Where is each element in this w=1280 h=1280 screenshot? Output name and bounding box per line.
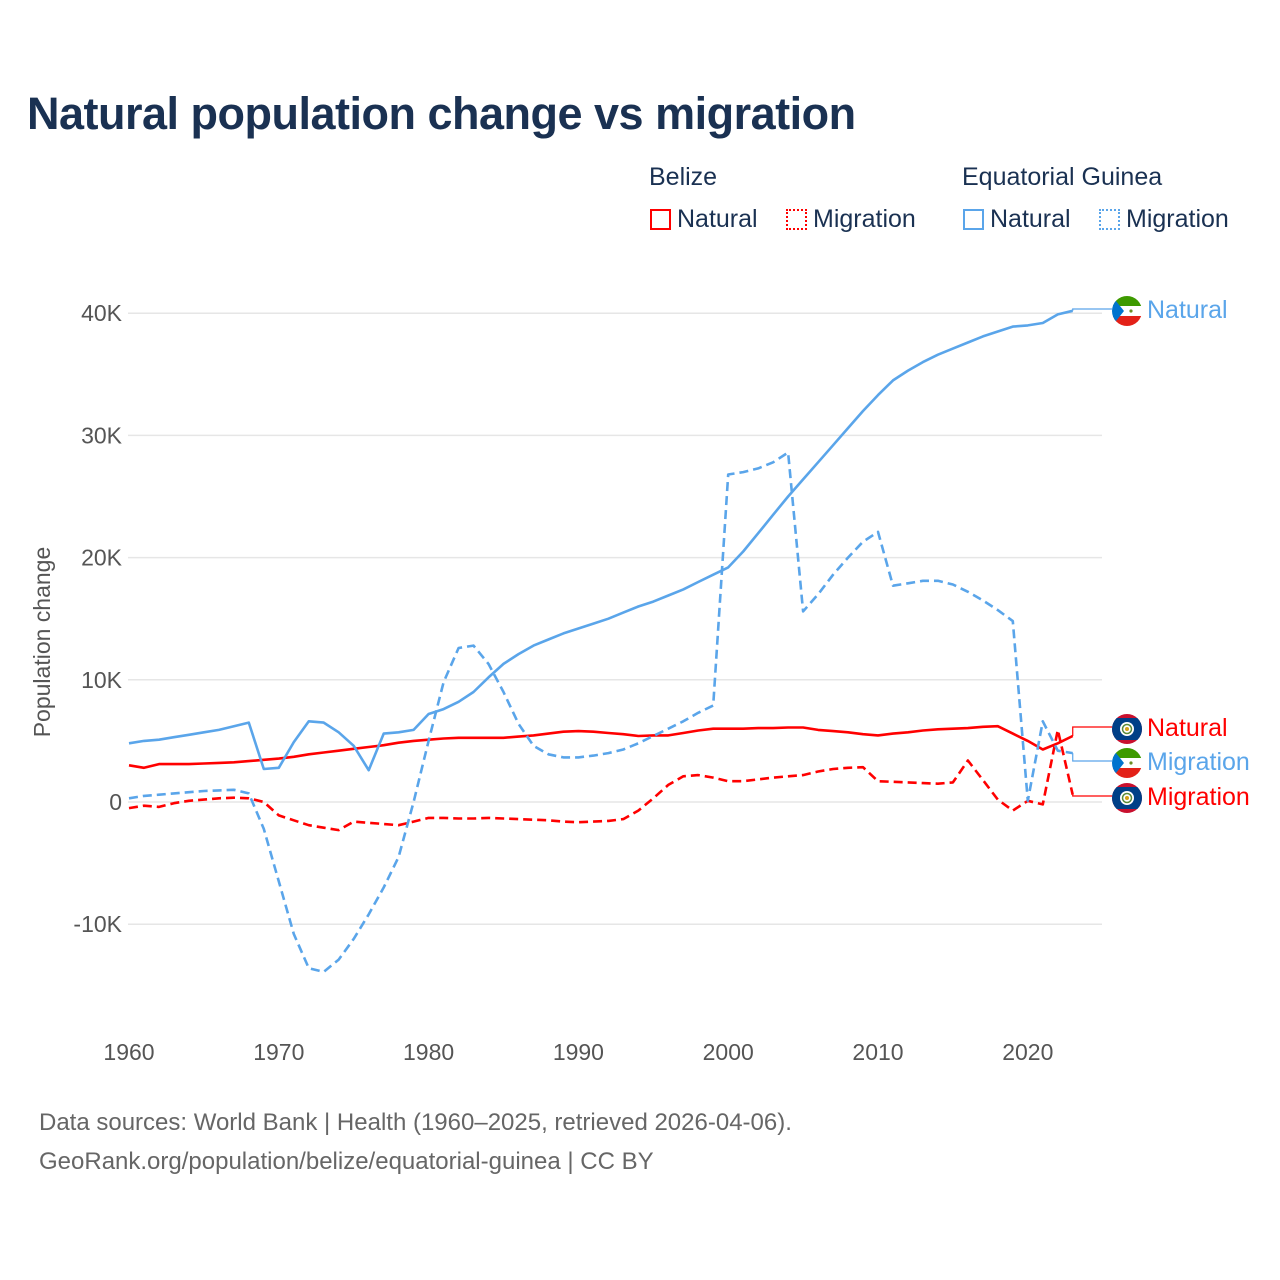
legend-item-belize-natural[interactable]: Natural bbox=[650, 205, 758, 234]
x-tick-label: 1980 bbox=[403, 1039, 454, 1065]
x-tick-label: 2010 bbox=[852, 1039, 903, 1065]
legend-item-eq-guinea-natural[interactable]: Natural bbox=[963, 205, 1071, 234]
x-tick-label: 1960 bbox=[103, 1039, 154, 1065]
end-label: Natural bbox=[1147, 714, 1228, 742]
legend-swatch-solid bbox=[963, 209, 984, 230]
label-connector bbox=[1072, 794, 1112, 797]
legend-label: Migration bbox=[813, 205, 916, 233]
end-label: Migration bbox=[1147, 748, 1250, 776]
eq-guinea-flag-icon bbox=[1112, 296, 1142, 326]
y-tick-label: 0 bbox=[109, 789, 122, 815]
legend-item-eq-guinea-migration[interactable]: Migration bbox=[1099, 205, 1229, 234]
belize-flag-icon bbox=[1112, 783, 1142, 813]
x-tick-label: 2000 bbox=[703, 1039, 754, 1065]
x-tick-label: 1990 bbox=[553, 1039, 604, 1065]
y-tick-label: 40K bbox=[81, 300, 123, 326]
belize-flag-icon bbox=[1112, 714, 1142, 744]
eq-guinea-flag-icon bbox=[1112, 748, 1142, 778]
legend-group-equatorial-guinea: Equatorial Guinea bbox=[962, 163, 1163, 191]
y-tick-label: 10K bbox=[81, 667, 123, 693]
series-line-belize-migration[interactable] bbox=[128, 728, 1074, 832]
series-line-belize-natural[interactable] bbox=[128, 724, 1074, 770]
y-axis-label: Population change bbox=[29, 547, 55, 738]
series-line-equatorial-guinea-migration[interactable] bbox=[128, 451, 1073, 974]
footer-source: Data sources: World Bank | Health (1960–… bbox=[39, 1109, 792, 1136]
legend-label: Migration bbox=[1126, 205, 1229, 233]
label-connector bbox=[1072, 726, 1112, 737]
chart-title: Natural population change vs migration bbox=[27, 88, 856, 139]
legend-swatch-dotted bbox=[786, 209, 807, 230]
label-connector bbox=[1072, 308, 1112, 311]
y-tick-label: 30K bbox=[81, 422, 123, 448]
legend-label: Natural bbox=[990, 205, 1071, 233]
series-line-equatorial-guinea-natural[interactable] bbox=[128, 309, 1074, 772]
legend-swatch-solid bbox=[650, 209, 671, 230]
label-connector bbox=[1072, 753, 1112, 762]
legend-group-belize: Belize bbox=[649, 163, 718, 191]
legend-item-belize-migration[interactable]: Migration bbox=[786, 205, 916, 234]
y-tick-label: 20K bbox=[81, 545, 123, 571]
legend-label: Natural bbox=[677, 205, 758, 233]
y-tick-label: -10K bbox=[73, 911, 122, 937]
x-tick-label: 1970 bbox=[253, 1039, 304, 1065]
legend-swatch-dotted bbox=[1099, 209, 1120, 230]
footer-attribution[interactable]: GeoRank.org/population/belize/equatorial… bbox=[39, 1148, 654, 1175]
end-label: Natural bbox=[1147, 296, 1228, 324]
x-tick-label: 2020 bbox=[1002, 1039, 1053, 1065]
end-label: Migration bbox=[1147, 783, 1250, 811]
